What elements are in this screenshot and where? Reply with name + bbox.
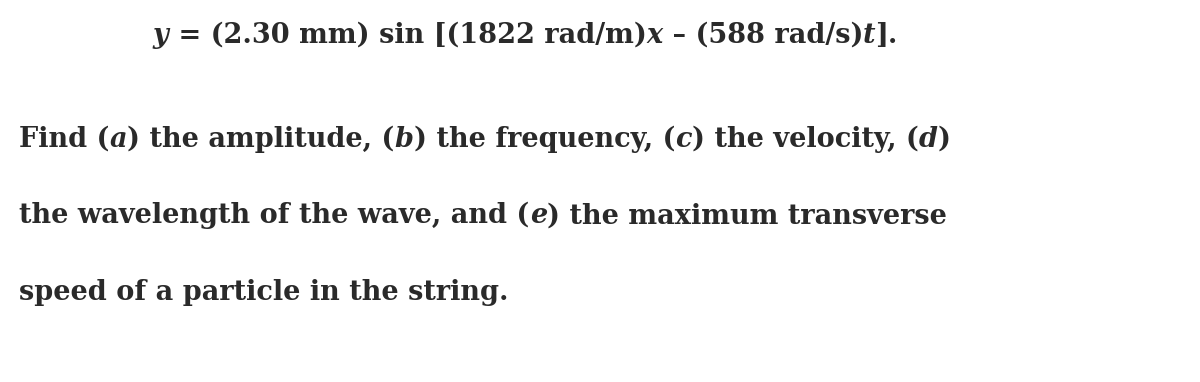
Text: ) the velocity, (: ) the velocity, ( [691,125,918,153]
Text: ].: ]. [876,22,898,49]
Text: ) the maximum transverse: ) the maximum transverse [547,202,947,229]
Text: – (588 rad/s): – (588 rad/s) [662,22,863,49]
Text: a: a [110,126,127,153]
Text: b: b [395,126,414,153]
Text: ) the amplitude, (: ) the amplitude, ( [127,125,395,153]
Text: t: t [863,22,876,49]
Text: ): ) [937,126,950,153]
Text: y: y [152,22,168,49]
Text: x: x [647,22,662,49]
Text: d: d [918,126,937,153]
Text: speed of a particle in the string.: speed of a particle in the string. [19,278,509,306]
Text: ) the frequency, (: ) the frequency, ( [414,125,676,153]
Text: Find (: Find ( [19,126,110,153]
Text: the wavelength of the wave, and (: the wavelength of the wave, and ( [19,202,529,229]
Text: c: c [676,126,691,153]
Text: = (2.30 mm) sin [(1822 rad/m): = (2.30 mm) sin [(1822 rad/m) [168,22,647,49]
Text: e: e [529,202,547,229]
